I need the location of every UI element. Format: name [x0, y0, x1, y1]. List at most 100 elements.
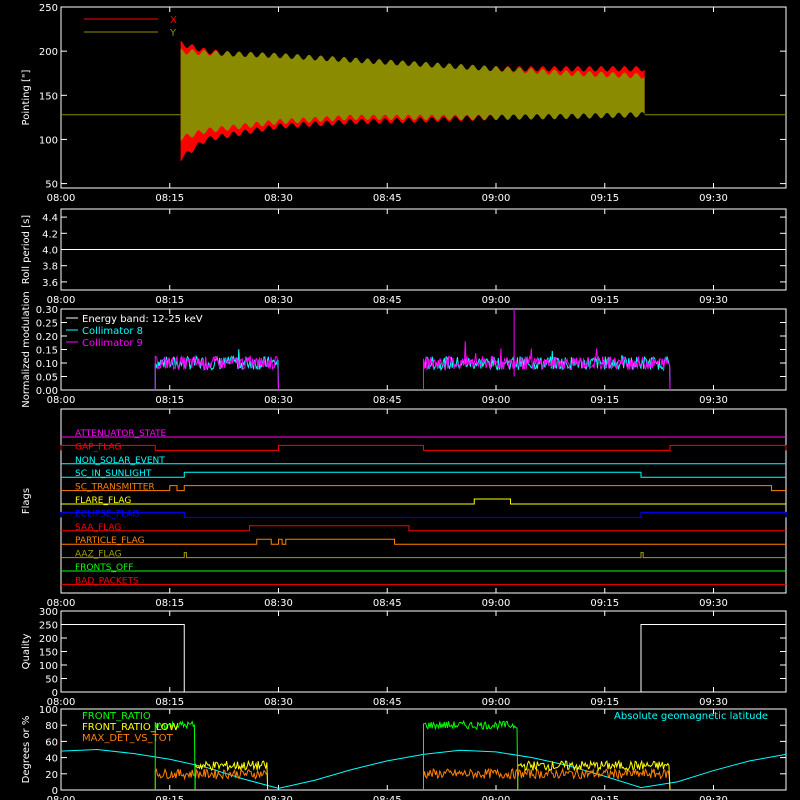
x-tick-label: 08:15	[155, 395, 184, 406]
x-tick-label: 08:00	[47, 193, 76, 204]
x-tick-label: 09:15	[590, 598, 619, 609]
x-tick-label: 08:45	[373, 395, 402, 406]
x-tick-label: 08:45	[373, 598, 402, 609]
flag-line-aaz_flag	[61, 552, 786, 559]
y-tick-label: 20	[45, 770, 58, 781]
y-tick-label: 0.00	[36, 386, 58, 397]
y-tick-label: 200	[39, 47, 58, 58]
y-axis-label: Roll period [s]	[21, 215, 32, 284]
x-tick-label: 08:45	[373, 795, 402, 800]
flag-line-sc_in_sunlight	[61, 471, 786, 478]
flag-line-sc_transmitter	[61, 485, 786, 492]
x-tick-label: 09:15	[590, 193, 619, 204]
legend-label: Collimator 8	[82, 326, 143, 337]
y-tick-label: 150	[39, 91, 58, 102]
y-tick-label: 100	[39, 661, 58, 672]
y-tick-label: 0.20	[36, 332, 58, 343]
legend-label: FRONT_RATIO_LOW	[82, 722, 179, 733]
legend-label: Collimator 9	[82, 338, 143, 349]
x-tick-label: 09:15	[590, 697, 619, 708]
x-tick-label: 08:15	[155, 697, 184, 708]
x-tick-label: 09:30	[699, 795, 728, 800]
ratio-max_det_vs_tot	[423, 766, 671, 791]
flag-line-saa_flag	[61, 525, 786, 532]
legend-label: Energy band: 12-25 keV	[82, 314, 203, 325]
modulation-collimator-9	[423, 341, 671, 391]
pointing-series-y	[180, 48, 645, 141]
y-tick-label: 100	[39, 135, 58, 146]
ratio-front_ratio	[423, 719, 519, 791]
ratio-front_ratio_low	[194, 759, 269, 791]
legend-label: Y	[169, 28, 177, 39]
x-tick-label: 09:15	[590, 795, 619, 800]
y-tick-label: 80	[45, 721, 58, 732]
flag-label: SAA_FLAG	[75, 523, 121, 533]
panel-frame	[60, 6, 787, 189]
x-tick-label: 08:30	[264, 295, 293, 306]
y-tick-label: 4.2	[42, 229, 58, 240]
x-tick-label: 08:45	[373, 295, 402, 306]
x-tick-label: 08:15	[155, 295, 184, 306]
y-tick-label: 100	[39, 705, 58, 716]
x-tick-label: 08:15	[155, 598, 184, 609]
x-tick-label: 09:30	[699, 395, 728, 406]
x-tick-label: 09:00	[482, 395, 511, 406]
y-axis-label: Flags	[21, 488, 32, 514]
x-tick-label: 09:30	[699, 295, 728, 306]
x-tick-label: 09:00	[482, 795, 511, 800]
panel-3: 08:00 08:15 08:30 08:45 09:00 09:15 09:30 Flags…	[21, 408, 787, 609]
x-tick-label: 08:00	[47, 697, 76, 708]
y-tick-label: 0.10	[36, 359, 58, 370]
panel-4: 08:00 08:15 08:30 08:45 09:00 09:15 09:30 0 50 10…	[21, 607, 787, 708]
y-tick-label: 40	[45, 754, 58, 765]
y-tick-label: 50	[45, 180, 58, 191]
panel-0: 08:00 08:15 08:30 08:45 09:00 09:15 09:30 50 100…	[21, 3, 787, 204]
modulation-collimator-9	[154, 354, 279, 391]
x-tick-label: 09:00	[482, 697, 511, 708]
flag-line-flare_flag	[61, 498, 786, 505]
y-tick-label: 0.15	[36, 346, 58, 357]
x-tick-label: 08:30	[264, 598, 293, 609]
flag-label: SC_TRANSMITTER	[75, 483, 155, 493]
x-tick-label: 09:30	[699, 193, 728, 204]
x-tick-label: 09:30	[699, 697, 728, 708]
x-tick-label: 09:00	[482, 193, 511, 204]
y-tick-label: 0.25	[36, 319, 58, 330]
y-axis-label: Degrees or %	[21, 716, 32, 784]
x-tick-label: 09:15	[590, 295, 619, 306]
panel-2: 08:00 08:15 08:30 08:45 09:00 09:15 09:30 0.00 0…	[21, 291, 787, 408]
y-tick-label: 150	[39, 648, 58, 659]
flag-label: SC_IN_SUNLIGHT	[75, 469, 152, 479]
flag-label: ECLIPSE_FLAG	[75, 509, 139, 519]
x-tick-label: 08:00	[47, 598, 76, 609]
y-tick-label: 4.4	[42, 213, 58, 224]
y-tick-label: 0.05	[36, 373, 58, 384]
flag-label: PARTICLE_FLAG	[75, 536, 145, 546]
x-tick-label: 08:30	[264, 395, 293, 406]
panel-5: 08:00 08:15 08:30 08:45 09:00 09:15 09:30 0 20 40…	[21, 705, 787, 800]
x-tick-label: 08:30	[264, 795, 293, 800]
y-tick-label: 60	[45, 737, 58, 748]
y-tick-label: 200	[39, 634, 58, 645]
x-tick-label: 08:00	[47, 395, 76, 406]
y-axis-label: Pointing ["]	[21, 69, 32, 125]
x-tick-label: 08:15	[155, 795, 184, 800]
panel-1: 08:00 08:15 08:30 08:45 09:00 09:15 09:30 3.6 3.…	[21, 208, 787, 306]
legend-label: FRONT_RATIO	[82, 711, 151, 722]
legend-label: X	[170, 15, 177, 26]
panel-frame	[60, 408, 787, 594]
y-tick-label: 300	[39, 607, 58, 618]
y-tick-label: 250	[39, 3, 58, 14]
ratio-front_ratio	[154, 720, 196, 791]
latitude-annotation: Absolute geomagnetic latitude	[614, 711, 768, 722]
flag-label: FLARE_FLAG	[75, 496, 131, 506]
x-tick-label: 08:45	[373, 697, 402, 708]
y-tick-label: 50	[45, 675, 58, 686]
flag-label: FRONTS_OFF	[75, 563, 133, 573]
flag-line-gap_flag	[60, 444, 787, 451]
x-tick-label: 09:15	[590, 395, 619, 406]
y-axis-label: Normalized modulation	[21, 291, 32, 408]
x-tick-label: 08:30	[264, 697, 293, 708]
y-tick-label: 0	[52, 786, 58, 797]
x-tick-label: 08:30	[264, 193, 293, 204]
